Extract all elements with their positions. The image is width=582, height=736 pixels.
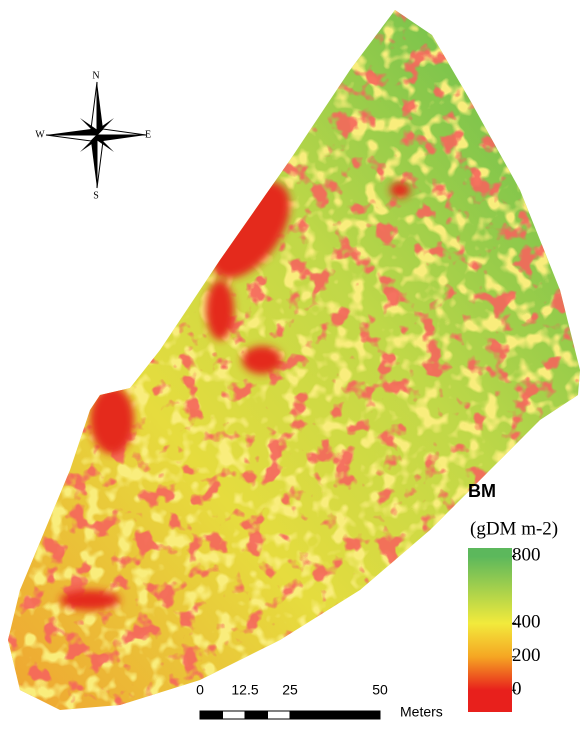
legend-tick-label: 200 [512,645,541,666]
scale-unit: Meters [400,704,443,720]
compass-n: N [92,70,99,81]
legend-unit: (gDM m-2) [470,518,558,539]
compass-rose: N S W E [35,70,151,201]
legend-tick-label: 800 [512,545,541,566]
map: N S W E BM (gDM m-2) Meters 800 400 200 0 0 1… [0,0,582,731]
compass-w: W [35,129,45,140]
compass-s: S [93,190,99,201]
scale-tick-label: 50 [372,682,388,698]
page: {"compass": {"n": "N", "s": "S", "e": "E… [0,0,582,731]
scale-segment [290,711,380,719]
scale-segment [268,711,291,719]
scale-segment [245,711,268,719]
scale-segment [223,711,246,719]
scale-tick-label: 12.5 [231,682,258,698]
color-bar [468,548,512,712]
scale-tick-label: 0 [196,682,204,698]
legend-title: BM [468,481,496,501]
scale-segment [200,711,223,719]
compass-e: E [145,129,151,140]
legend-tick-label: 400 [512,612,541,633]
scale-tick-label: 25 [282,682,298,698]
legend-tick-label: 0 [512,679,522,700]
